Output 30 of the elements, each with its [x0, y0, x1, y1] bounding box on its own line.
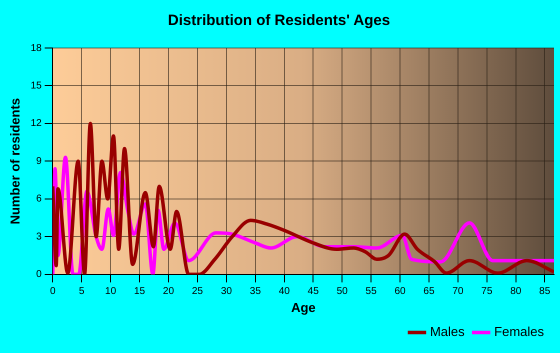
x-tick-label: 30	[220, 286, 232, 298]
x-tick-label: 70	[452, 286, 464, 298]
x-tick-label: 55	[366, 286, 378, 298]
x-tick-label: 80	[510, 286, 522, 298]
x-tick-label: 40	[278, 286, 290, 298]
y-tick-label: 6	[36, 194, 42, 205]
x-tick-label: 60	[394, 286, 406, 298]
x-tick-label: 20	[162, 286, 174, 298]
chart-title: Distribution of Residents' Ages	[168, 12, 390, 30]
x-tick-label: 5	[78, 286, 85, 298]
y-tick-label: 0	[36, 269, 42, 280]
x-tick-label: 35	[250, 286, 262, 298]
y-tick-label: 3	[36, 231, 42, 242]
y-tick-label: 18	[30, 42, 42, 54]
x-tick-label: 85	[539, 286, 551, 298]
x-tick-label: 75	[481, 286, 493, 298]
legend-label: Females	[494, 324, 544, 340]
y-axis-title: Number of residents	[7, 98, 22, 224]
x-tick-label: 65	[423, 286, 435, 298]
x-tick-label: 50	[336, 286, 348, 298]
legend-label: Males	[430, 324, 466, 340]
y-tick-label: 15	[30, 80, 42, 92]
y-tick-label: 12	[30, 118, 42, 130]
x-tick-label: 25	[192, 286, 204, 298]
x-tick-label: 10	[105, 286, 117, 298]
x-tick-label: 45	[308, 286, 320, 298]
x-axis-title: Age	[291, 300, 316, 315]
y-tick-label: 9	[36, 156, 42, 167]
x-tick-label: 15	[134, 286, 146, 298]
x-tick-label: 0	[50, 286, 56, 298]
